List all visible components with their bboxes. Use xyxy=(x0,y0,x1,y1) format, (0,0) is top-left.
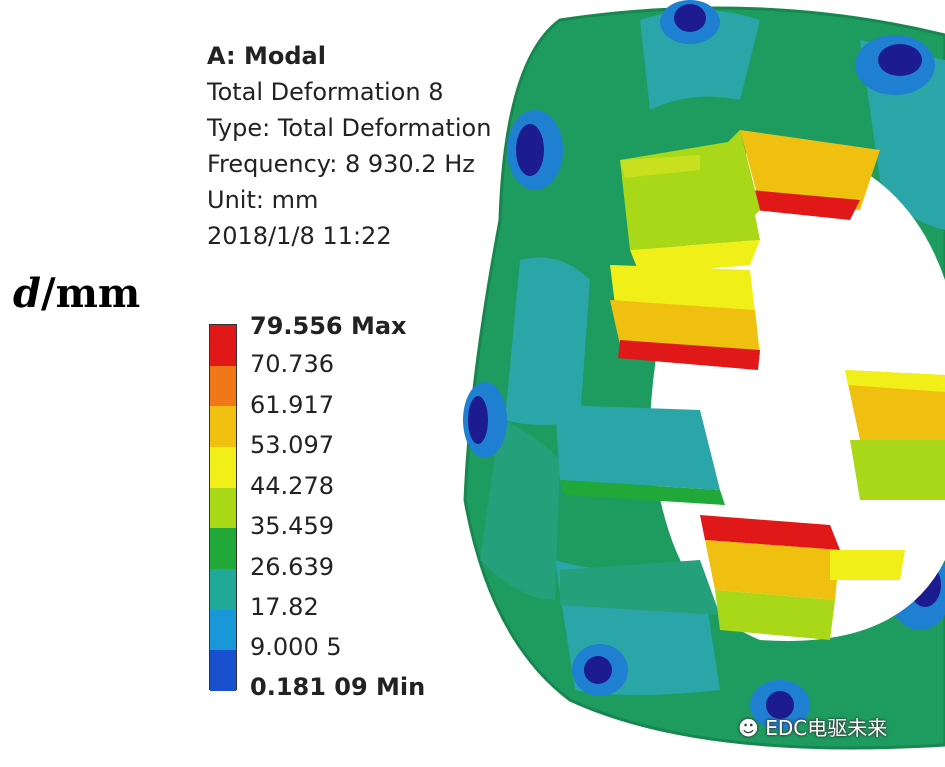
quantity-label: d/mm xyxy=(13,270,140,317)
color-legend-bar xyxy=(209,324,237,691)
legend-color-band xyxy=(210,325,236,366)
result-name: Total Deformation 8 xyxy=(207,78,444,106)
unit-label: Unit: mm xyxy=(207,186,319,214)
result-type: Type: Total Deformation xyxy=(207,114,492,142)
quantity-unit: /mm xyxy=(40,270,141,317)
legend-color-band xyxy=(210,609,236,651)
legend-label: 53.097 xyxy=(250,431,334,459)
legend-label: 44.278 xyxy=(250,472,334,500)
legend-label: 26.639 xyxy=(250,553,334,581)
legend-label: 70.736 xyxy=(250,350,334,378)
watermark: ☻ EDC电驱未来 xyxy=(738,712,887,741)
wechat-icon: ☻ xyxy=(738,716,759,740)
legend-label-max: 79.556 Max xyxy=(250,312,407,340)
legend-label-min: 0.181 09 Min xyxy=(250,673,426,701)
legend-color-band xyxy=(210,528,236,569)
legend-label: 35.459 xyxy=(250,512,334,540)
legend-label: 61.917 xyxy=(250,391,334,419)
legend-color-band xyxy=(210,650,236,691)
legend-color-band xyxy=(210,568,236,610)
legend-label: 17.82 xyxy=(250,593,319,621)
legend-color-band xyxy=(210,365,236,407)
legend-color-band xyxy=(210,446,236,488)
frequency-value: Frequency: 8 930.2 Hz xyxy=(207,150,475,178)
analysis-title: A: Modal xyxy=(207,42,326,70)
quantity-symbol: d xyxy=(13,270,41,317)
result-info-block: A: Modal Total Deformation 8 Type: Total… xyxy=(207,38,491,254)
legend-color-band xyxy=(210,406,236,447)
watermark-text: EDC电驱未来 xyxy=(765,716,888,740)
legend-color-band xyxy=(210,487,236,529)
legend-label: 9.000 5 xyxy=(250,633,342,661)
timestamp: 2018/1/8 11:22 xyxy=(207,222,392,250)
